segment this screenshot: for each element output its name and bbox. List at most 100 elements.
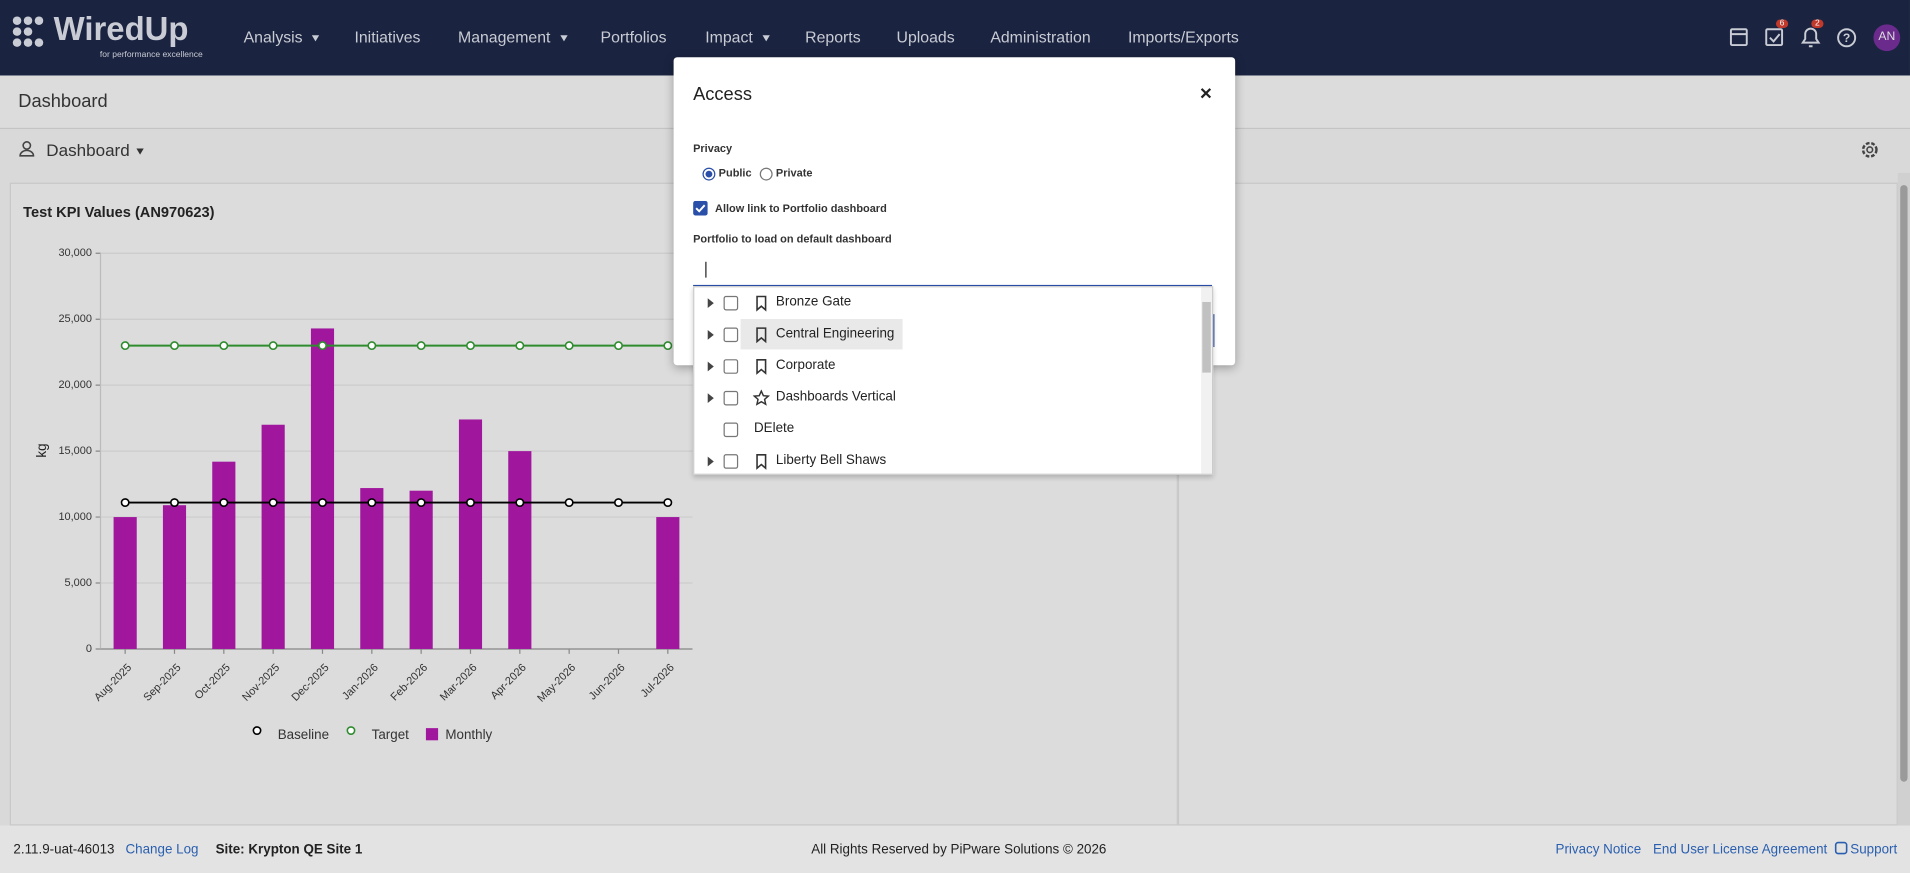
allow-link-label[interactable]: Allow link to Portfolio dashboard [715, 202, 887, 215]
nav-item[interactable]: Analysis [244, 28, 320, 46]
bar [508, 451, 532, 649]
close-button[interactable]: × [1199, 81, 1212, 105]
x-tick-label: Jun-2026 [587, 662, 628, 703]
legend-label: Baseline [278, 727, 329, 742]
y-tick-label: 30,000 [58, 247, 92, 259]
x-tick-label: Jul-2026 [639, 662, 677, 700]
dashboard-selector[interactable]: Dashboard [46, 140, 144, 160]
line-marker [663, 498, 673, 508]
badge: 6 [1775, 19, 1789, 29]
checkbox[interactable] [693, 200, 708, 216]
tree-row[interactable]: Bronze Gate [694, 287, 1201, 319]
support-icon [1834, 841, 1848, 855]
selector-label[interactable]: Dashboard [46, 140, 130, 160]
line-marker [318, 341, 327, 351]
x-tick-label: Aug-2025 [92, 662, 134, 704]
bar [113, 517, 137, 649]
chart-title: Test KPI Values (AN970623) [23, 205, 215, 221]
changelog-link[interactable]: Change Log [125, 842, 199, 858]
y-tick-label: 5,000 [65, 577, 92, 589]
settings-icon[interactable] [1859, 139, 1881, 161]
x-tick-label: Feb-2026 [389, 662, 431, 704]
legend-item: Target [346, 726, 409, 742]
scrollbar[interactable] [1897, 172, 1910, 826]
line-marker [367, 498, 377, 508]
line-marker [120, 341, 130, 351]
line-marker [416, 341, 426, 351]
legend-swatch [346, 726, 356, 736]
nav-item[interactable]: Uploads [896, 28, 955, 47]
line-marker [367, 341, 377, 351]
bar [458, 419, 483, 649]
nav-label[interactable]: Management [458, 28, 551, 47]
tree-row[interactable]: DElete [694, 414, 1201, 446]
chart: Test KPI Values (AN970623) kg 0 5,000 10,0… [23, 205, 693, 742]
footer: 2.11.9-uat-46013 Change Log Site: Krypto… [0, 825, 1910, 873]
tree-row[interactable]: Liberty Bell Shaws [694, 446, 1201, 474]
tree-row[interactable]: Corporate [694, 351, 1201, 383]
empty-card [1177, 182, 1898, 826]
privacy-link[interactable]: Privacy Notice [1555, 842, 1642, 858]
nav-item[interactable]: Imports/Exports [1127, 28, 1239, 47]
tree-label[interactable]: Bronze Gate [775, 294, 852, 310]
bar [162, 505, 187, 649]
line-marker [318, 498, 327, 508]
privacy-label: Privacy [693, 142, 733, 155]
line-marker [466, 341, 475, 351]
x-tick-label: Mar-2026 [438, 662, 480, 704]
line-marker [466, 498, 475, 508]
eula-link[interactable]: End User License Agreement [1652, 842, 1828, 858]
line-marker [268, 341, 278, 351]
nav-icons[interactable]: ? [1727, 24, 1873, 51]
legend-item: Monthly [425, 727, 493, 742]
nav-item[interactable]: Impact [705, 28, 770, 46]
line-marker [564, 341, 574, 351]
x-tick-label: Dec-2025 [289, 662, 331, 704]
portfolio-tree: Bronze Gate Central Engineering Corporat… [693, 286, 1214, 475]
tree-row[interactable]: Central Engineering [694, 319, 1201, 351]
tree-scrollbar[interactable] [1201, 287, 1213, 474]
badge: 2 [1811, 19, 1824, 29]
tree-label[interactable]: DElete [754, 421, 795, 436]
bar [310, 328, 335, 649]
line-marker [120, 498, 130, 508]
nav-item[interactable]: Reports [805, 28, 861, 47]
dialog-title: Access [693, 84, 753, 105]
y-tick-label: 15,000 [58, 445, 92, 457]
bar [261, 424, 285, 649]
line-marker [268, 498, 278, 508]
line-marker [416, 498, 426, 508]
nav-label[interactable]: Impact [705, 28, 753, 47]
x-tick-label: Nov-2025 [240, 662, 282, 704]
user-icon [19, 141, 35, 157]
logo-tagline: for performance excellence [99, 51, 203, 60]
nav-item[interactable]: Initiatives [354, 28, 421, 47]
portfolio-label: Portfolio to load on default dashboard [693, 232, 892, 245]
y-tick-label: 25,000 [58, 313, 92, 325]
tree-label[interactable]: Corporate [775, 357, 836, 373]
x-tick-label: Apr-2026 [489, 662, 529, 702]
nav-item[interactable]: Administration [990, 28, 1091, 47]
tree-label[interactable]: Dashboards Vertical [775, 389, 896, 405]
support-link[interactable]: Support [1850, 842, 1898, 858]
line-marker [219, 498, 229, 508]
svg-text:?: ? [1843, 31, 1850, 45]
tree-row[interactable]: Dashboards Vertical [694, 382, 1201, 414]
nav-item[interactable]: Management [458, 28, 568, 47]
nav-label[interactable]: Analysis [243, 28, 303, 47]
portfolio-input[interactable] [693, 252, 1213, 287]
radio-option[interactable]: Public [718, 166, 752, 179]
bar [212, 461, 236, 649]
nav-item[interactable]: Portfolios [600, 28, 667, 47]
tree-label[interactable]: Liberty Bell Shaws [775, 452, 887, 468]
radio-option[interactable]: Private [775, 166, 813, 179]
radio-group[interactable] [702, 167, 848, 182]
line-marker [515, 341, 525, 351]
legend-swatch [252, 726, 262, 736]
version: 2.11.9-uat-46013 [13, 842, 115, 858]
x-tick-label: Oct-2025 [193, 662, 233, 702]
avatar[interactable]: AN [1873, 24, 1901, 52]
tree-label[interactable]: Central Engineering [775, 326, 895, 341]
line-marker [170, 498, 179, 508]
line-marker [663, 341, 673, 351]
